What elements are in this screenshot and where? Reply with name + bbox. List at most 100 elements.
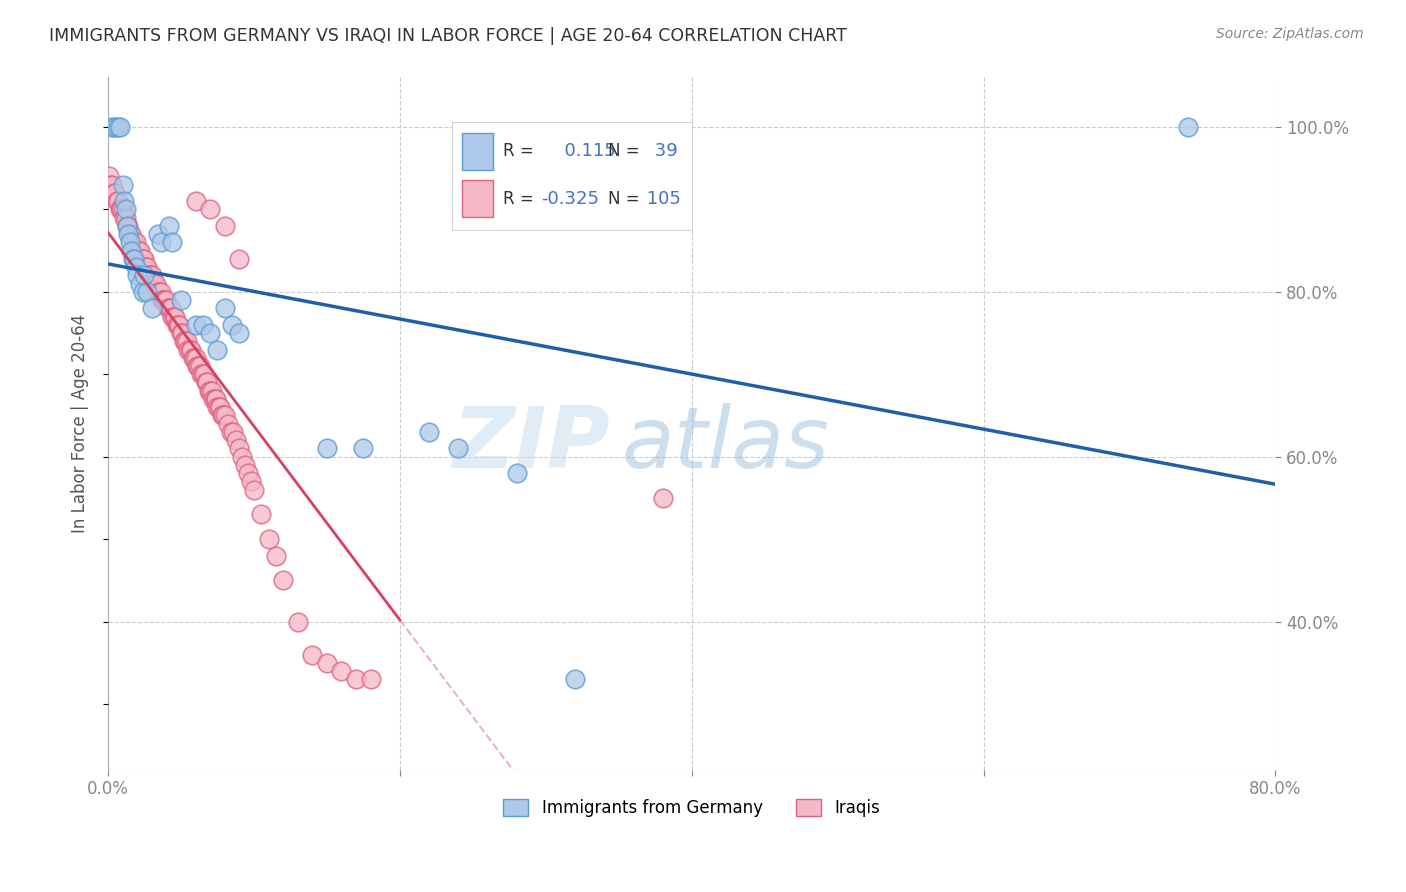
Point bbox=[219, 425, 242, 439]
Point bbox=[173, 334, 195, 349]
Point bbox=[152, 293, 174, 307]
Point bbox=[107, 120, 129, 134]
Point bbox=[120, 227, 142, 241]
Point bbox=[114, 211, 136, 225]
Point bbox=[120, 244, 142, 258]
Point bbox=[264, 549, 287, 563]
Point bbox=[352, 442, 374, 456]
Point bbox=[198, 384, 221, 398]
Point bbox=[193, 368, 215, 382]
Text: IMMIGRANTS FROM GERMANY VS IRAQI IN LABOR FORCE | AGE 20-64 CORRELATION CHART: IMMIGRANTS FROM GERMANY VS IRAQI IN LABO… bbox=[49, 27, 846, 45]
Point bbox=[160, 235, 183, 250]
Point bbox=[221, 318, 243, 332]
Point bbox=[110, 202, 132, 217]
Point bbox=[211, 409, 233, 423]
Point bbox=[125, 235, 148, 250]
Point bbox=[217, 417, 239, 431]
Point bbox=[160, 310, 183, 324]
Point bbox=[172, 326, 194, 340]
Point bbox=[170, 293, 193, 307]
Point bbox=[301, 648, 323, 662]
Point bbox=[287, 615, 309, 629]
Point bbox=[107, 194, 129, 208]
Point bbox=[112, 211, 135, 225]
Point bbox=[108, 202, 131, 217]
Point bbox=[114, 202, 136, 217]
Point bbox=[170, 326, 193, 340]
Point bbox=[159, 301, 181, 316]
Point bbox=[145, 277, 167, 291]
Point bbox=[176, 334, 198, 349]
Point bbox=[236, 466, 259, 480]
Point bbox=[315, 656, 337, 670]
Point bbox=[228, 442, 250, 456]
Point bbox=[104, 120, 127, 134]
Point bbox=[150, 293, 173, 307]
Point bbox=[214, 409, 236, 423]
Text: ZIP: ZIP bbox=[453, 403, 610, 486]
Point bbox=[108, 120, 131, 134]
Point bbox=[204, 392, 226, 406]
Point bbox=[208, 401, 231, 415]
Point bbox=[101, 178, 124, 192]
Point bbox=[360, 673, 382, 687]
Point bbox=[505, 466, 527, 480]
Point bbox=[115, 219, 138, 233]
Point bbox=[214, 219, 236, 233]
Point bbox=[257, 532, 280, 546]
Point bbox=[184, 351, 207, 365]
Point bbox=[157, 219, 180, 233]
Point bbox=[134, 268, 156, 283]
Point bbox=[112, 194, 135, 208]
Point bbox=[198, 326, 221, 340]
Point bbox=[118, 235, 141, 250]
Point bbox=[136, 260, 159, 274]
Point bbox=[139, 268, 162, 283]
Point bbox=[134, 252, 156, 266]
Point bbox=[138, 268, 160, 283]
Point bbox=[103, 186, 125, 200]
Point bbox=[104, 186, 127, 200]
Point bbox=[146, 285, 169, 299]
Point bbox=[250, 508, 273, 522]
Point bbox=[148, 285, 170, 299]
Point bbox=[100, 178, 122, 192]
Point bbox=[125, 260, 148, 274]
Point bbox=[228, 252, 250, 266]
Point bbox=[240, 475, 263, 489]
Point bbox=[207, 343, 229, 357]
Point bbox=[184, 194, 207, 208]
Point bbox=[651, 491, 673, 505]
Point bbox=[330, 664, 353, 678]
Point bbox=[167, 318, 190, 332]
Point bbox=[98, 169, 121, 184]
Point bbox=[183, 351, 205, 365]
Point bbox=[181, 351, 204, 365]
Point bbox=[117, 227, 139, 241]
Point bbox=[129, 277, 152, 291]
Point bbox=[231, 450, 253, 464]
Point bbox=[135, 260, 157, 274]
Point bbox=[146, 227, 169, 241]
Point bbox=[169, 318, 191, 332]
Point bbox=[156, 301, 179, 316]
Point bbox=[187, 359, 209, 373]
Point bbox=[177, 343, 200, 357]
Point bbox=[179, 343, 201, 357]
Point bbox=[1177, 120, 1199, 134]
Legend: Immigrants from Germany, Iraqis: Immigrants from Germany, Iraqis bbox=[496, 792, 887, 824]
Point bbox=[243, 483, 266, 497]
Point bbox=[212, 409, 235, 423]
Point bbox=[165, 310, 187, 324]
Point bbox=[117, 219, 139, 233]
Point bbox=[194, 376, 217, 390]
Point bbox=[122, 235, 145, 250]
Point bbox=[115, 219, 138, 233]
Point bbox=[121, 235, 143, 250]
Point bbox=[143, 277, 166, 291]
Point bbox=[191, 318, 214, 332]
Text: atlas: atlas bbox=[621, 403, 830, 486]
Point bbox=[111, 178, 134, 192]
Point bbox=[205, 392, 228, 406]
Point bbox=[190, 368, 212, 382]
